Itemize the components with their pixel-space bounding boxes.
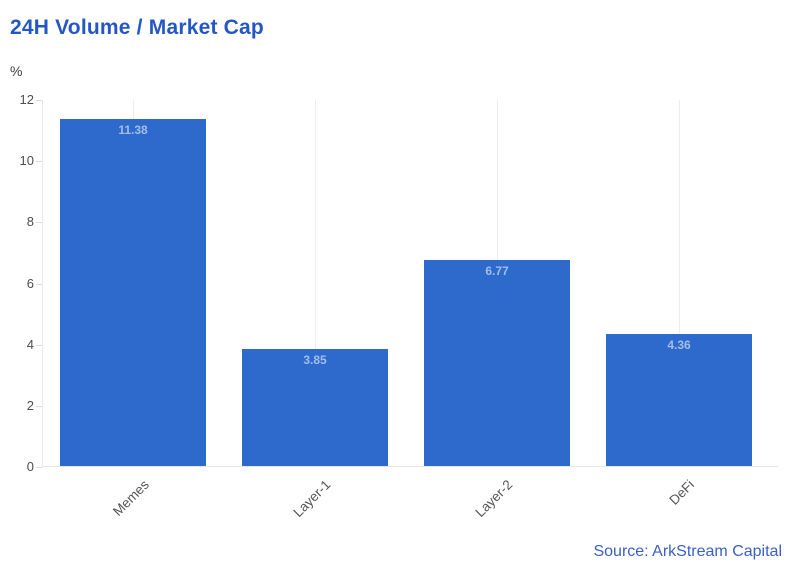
bar-value-label: 3.85 bbox=[303, 353, 327, 368]
bar-layer-2: 6.77 bbox=[424, 259, 570, 467]
bar-value-label: 11.38 bbox=[118, 122, 148, 137]
x-axis-baseline bbox=[42, 466, 778, 467]
y-axis-tick bbox=[36, 222, 42, 224]
y-axis-line bbox=[42, 100, 43, 467]
bar-memes: 11.38 bbox=[60, 118, 206, 467]
y-axis-tick bbox=[36, 100, 42, 101]
x-tick-label-memes: Memes bbox=[109, 477, 152, 519]
vertical-gridline bbox=[678, 100, 680, 467]
y-axis-unit-label: % bbox=[10, 63, 23, 79]
y-tick-label: 8 bbox=[26, 214, 34, 230]
y-tick-label: 6 bbox=[26, 275, 34, 291]
bar-defi: 4.36 bbox=[606, 333, 752, 467]
x-tick-label-layer-2: Layer-2 bbox=[472, 477, 516, 520]
y-tick-label: 4 bbox=[26, 336, 34, 352]
bar-value-label: 4.36 bbox=[667, 337, 691, 352]
y-tick-label: 10 bbox=[19, 153, 34, 169]
bar-value-label: 6.77 bbox=[485, 263, 509, 278]
y-axis-tick bbox=[36, 405, 42, 407]
source-credit: Source: ArkStream Capital bbox=[593, 543, 782, 560]
bar-layer-1: 3.85 bbox=[242, 349, 388, 467]
y-axis-tick bbox=[36, 161, 42, 163]
y-tick-label: 0 bbox=[26, 459, 34, 474]
y-tick-label: 12 bbox=[19, 92, 34, 107]
plot-area: 11.38 3.85 6.77 4.36 bbox=[36, 100, 778, 468]
x-tick-label-layer-1: Layer-1 bbox=[290, 477, 334, 520]
vertical-gridline bbox=[314, 100, 316, 467]
y-tick-label: 2 bbox=[26, 397, 34, 413]
y-axis-tick bbox=[36, 344, 42, 346]
y-axis-tick bbox=[36, 467, 42, 468]
x-tick-label-defi: DeFi bbox=[666, 477, 698, 508]
y-axis-tick bbox=[36, 283, 42, 285]
chart-title: 24H Volume / Market Cap bbox=[10, 16, 264, 39]
